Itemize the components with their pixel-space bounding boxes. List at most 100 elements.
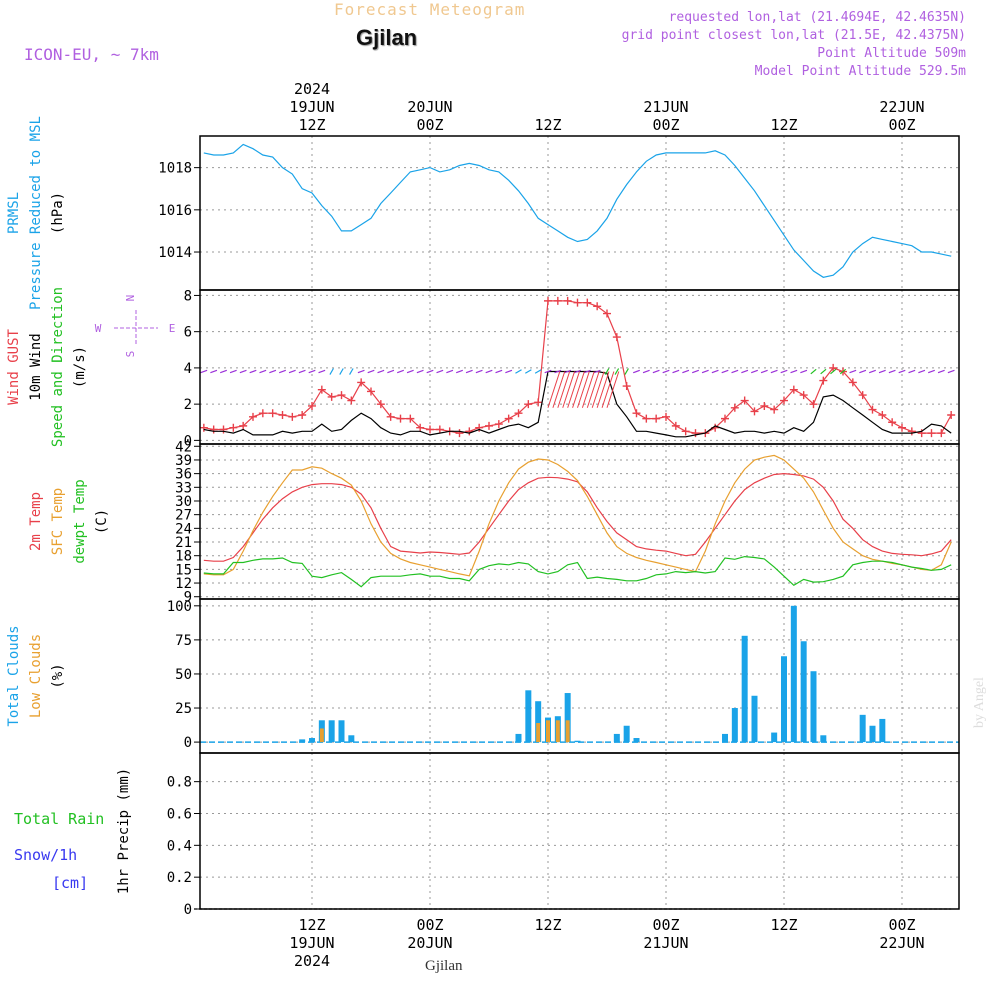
wind-direction-arrow: [574, 369, 581, 374]
gust-marker: [730, 403, 739, 412]
gust-marker: [494, 420, 503, 429]
time-label-top: 21JUN: [643, 98, 688, 116]
footer-location: Gjilan: [425, 958, 463, 974]
time-label-top: 19JUN: [289, 98, 334, 116]
gust-marker: [426, 425, 434, 434]
model-label: ICON-EU, ~ 7km: [24, 45, 159, 64]
wind-direction-arrow: [436, 369, 444, 374]
wind-direction-arrow: [318, 369, 326, 374]
gust-marker: [593, 302, 602, 311]
gust-marker: [504, 414, 513, 423]
y-tick-label: 0.2: [167, 870, 192, 886]
gust-marker: [750, 407, 759, 416]
axis-label: Speed and Direction: [50, 287, 66, 447]
wind-direction-arrow: [544, 369, 552, 374]
wind-direction-arrow: [898, 369, 906, 374]
t2m-line: [203, 472, 952, 562]
gust-marker: [219, 425, 228, 434]
wind-direction-arrow: [672, 369, 680, 374]
wind-hatch: [547, 371, 561, 408]
total-cloud-bar: [338, 720, 345, 743]
wind-direction-arrow: [339, 368, 344, 375]
wind-direction-arrow: [849, 369, 857, 374]
wind-direction-arrow: [820, 368, 827, 375]
y-tick-label: 36: [175, 467, 192, 483]
total-cloud-bar: [780, 656, 787, 743]
low-cloud-bar: [545, 720, 550, 743]
axis-label: 10m Wind: [28, 333, 44, 400]
gust-marker: [868, 405, 877, 414]
gust-marker: [406, 414, 415, 423]
time-label-top: 22JUN: [879, 98, 924, 116]
wind-direction-arrow: [367, 369, 375, 374]
wind-hatch: [591, 371, 605, 408]
time-label-top: 12Z: [298, 116, 325, 134]
gust-marker: [937, 429, 946, 438]
gust-marker: [907, 427, 916, 436]
gust-marker: [878, 411, 887, 420]
wind-direction-arrow: [888, 369, 896, 374]
wind-direction-arrow: [839, 368, 847, 375]
wind-hatch: [596, 371, 610, 408]
y-tick-label: 33: [175, 480, 192, 496]
gust-marker: [888, 418, 897, 427]
wind-direction-arrow: [279, 369, 286, 374]
y-tick-label: 0: [184, 902, 192, 918]
wind-direction-arrow: [711, 369, 719, 374]
wind-direction-arrow: [249, 369, 257, 374]
y-tick-label: 0: [184, 735, 192, 751]
axis-label: Total Clouds: [6, 625, 22, 726]
wind-direction-arrow: [220, 369, 227, 374]
wind-direction-arrow: [465, 369, 473, 374]
compass-e: E: [169, 322, 176, 335]
gust-marker: [691, 429, 700, 438]
gust-marker: [229, 423, 238, 432]
gust-marker: [435, 425, 444, 434]
wind-direction-arrow: [701, 369, 709, 374]
gust-marker: [779, 396, 788, 405]
wind-direction-arrow: [349, 368, 354, 375]
y-tick-label: 0: [184, 433, 192, 449]
wind-direction-arrow: [298, 369, 306, 374]
axis-label: Low Clouds: [28, 634, 44, 718]
y-tick-label: 4: [184, 361, 192, 377]
dewpt-line: [203, 555, 952, 588]
wind-direction-arrow: [446, 369, 454, 374]
gust-marker: [337, 391, 346, 400]
axis-label: SFC Temp: [50, 488, 66, 555]
total-cloud-bar: [731, 708, 738, 743]
wind-direction-arrow: [614, 368, 620, 375]
gust-marker: [199, 423, 208, 432]
gust-marker: [327, 392, 336, 401]
wind-panel-frame: [199, 289, 960, 445]
gust-marker: [642, 414, 651, 423]
total-cloud-bar: [574, 740, 581, 743]
gust-marker: [927, 429, 936, 438]
gust-marker: [760, 401, 769, 410]
y-tick-label: 1018: [158, 161, 192, 177]
gust-marker: [897, 423, 906, 432]
total-cloud-bar: [348, 735, 355, 743]
wind-direction-arrow: [731, 369, 739, 374]
gust-marker: [583, 298, 592, 307]
wind-direction-arrow: [593, 369, 601, 374]
gust-marker: [298, 411, 307, 420]
total-cloud-bar: [721, 733, 728, 743]
gust-marker: [671, 421, 680, 430]
wind-direction-arrow: [800, 369, 808, 374]
gust-marker: [917, 429, 926, 438]
gridpoint-coords: grid point closest lon,lat (21.5E, 42.43…: [621, 28, 966, 43]
gust-marker: [799, 391, 808, 400]
wind-direction-arrow: [937, 369, 945, 374]
gust-marker: [239, 421, 248, 430]
gust-marker: [563, 296, 572, 305]
axis-label: PRMSL: [6, 192, 22, 234]
total-cloud-bar: [790, 605, 797, 743]
wind-direction-arrow: [662, 369, 670, 374]
location-title: Gjilan: [356, 25, 418, 50]
gust-marker: [376, 400, 385, 409]
wind-direction-arrow: [495, 369, 503, 374]
wind-direction-arrow: [751, 369, 758, 374]
low-cloud-bar: [319, 728, 324, 743]
